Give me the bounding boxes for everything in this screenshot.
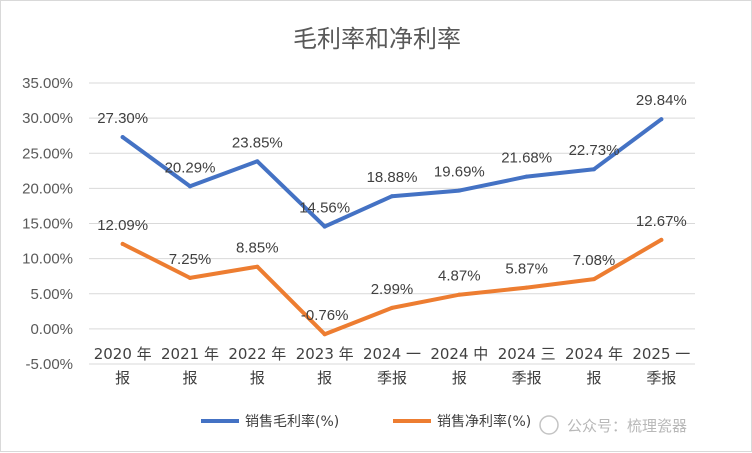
y-tick-label: 30.00% — [22, 110, 73, 127]
series-lines — [120, 117, 664, 337]
data-point — [255, 159, 260, 164]
x-tick-label: 报 — [586, 369, 601, 387]
x-tick-label: 季报 — [377, 369, 407, 387]
data-point — [524, 285, 529, 290]
data-label: 12.67% — [636, 213, 687, 230]
x-tick-label: 2021 年 — [161, 345, 219, 363]
x-tick-label: 2022 年 — [228, 345, 286, 363]
x-tick-label: 2023 年 — [296, 345, 354, 363]
data-label: 8.85% — [236, 240, 279, 257]
data-label: 18.88% — [367, 169, 418, 186]
x-tick-label: 2025 一 — [632, 345, 690, 363]
chart-title: 毛利率和净利率 — [293, 25, 461, 53]
y-tick-label: 10.00% — [22, 251, 73, 268]
y-tick-label: 25.00% — [22, 145, 73, 162]
data-labels: 27.30% 20.29% 23.85% 14.56% 18.88% 19.69% 21.6… — [97, 92, 687, 324]
data-label: 4.87% — [438, 268, 481, 285]
y-tick-label: 15.00% — [22, 216, 73, 233]
data-point — [255, 264, 260, 269]
data-label: 7.25% — [169, 251, 212, 268]
y-axis: 35.00% 30.00% 25.00% 20.00% 15.00% 10.00% 5.00… — [22, 75, 73, 373]
x-tick-label: 报 — [250, 369, 265, 387]
data-point — [322, 224, 327, 229]
data-point — [390, 305, 394, 310]
data-point — [188, 184, 192, 189]
data-label: 7.08% — [573, 252, 616, 269]
watermark-logo-icon — [539, 415, 559, 435]
data-label: 5.87% — [505, 261, 548, 278]
data-label: 27.30% — [97, 110, 148, 127]
legend-label: 销售净利率(%) — [437, 413, 531, 430]
data-label: 20.29% — [165, 159, 216, 176]
x-tick-label: 报 — [317, 369, 332, 387]
data-label: 14.56% — [299, 200, 350, 217]
data-point — [322, 332, 327, 337]
data-point — [592, 277, 596, 282]
x-tick-label: 报 — [452, 369, 467, 387]
x-tick-label: 2020 年 — [94, 345, 152, 363]
x-tick-label: 季报 — [646, 369, 676, 387]
data-point — [390, 194, 394, 199]
data-point — [457, 188, 462, 193]
x-tick-label: 报 — [182, 369, 197, 387]
data-label: 29.84% — [636, 92, 687, 109]
x-tick-label: 2024 中 — [430, 345, 488, 363]
data-label: 2.99% — [371, 281, 414, 298]
data-point — [659, 237, 664, 242]
y-tick-label: 5.00% — [30, 286, 73, 303]
y-tick-label: 35.00% — [22, 75, 73, 92]
data-label: 21.68% — [501, 150, 552, 167]
y-tick-label: -5.00% — [25, 356, 73, 373]
gridlines — [89, 82, 695, 365]
legend: 销售毛利率(%) 销售净利率(%) — [201, 413, 531, 430]
data-label: -0.76% — [301, 307, 349, 324]
x-tick-label: 2024 三 — [498, 345, 556, 363]
watermark-text: 公众号：梳理瓷器 — [567, 417, 687, 435]
y-tick-label: 20.00% — [22, 180, 73, 197]
watermark: 公众号：梳理瓷器 — [539, 415, 687, 435]
x-tick-label: 季报 — [512, 369, 542, 387]
y-tick-label: 0.00% — [30, 321, 73, 338]
x-tick-label: 2024 年 — [565, 345, 623, 363]
data-point — [524, 174, 529, 179]
data-label: 23.85% — [232, 134, 283, 151]
data-label: 12.09% — [97, 217, 148, 234]
data-label: 22.73% — [569, 142, 620, 159]
x-tick-label: 报 — [115, 369, 130, 387]
data-point — [659, 117, 664, 122]
x-tick-label: 2024 一 — [363, 345, 421, 363]
data-point — [120, 241, 125, 246]
data-point — [120, 135, 125, 140]
legend-label: 销售毛利率(%) — [245, 413, 339, 430]
data-point — [592, 167, 596, 172]
data-point — [188, 275, 192, 280]
data-label: 19.69% — [434, 164, 485, 181]
data-point — [457, 292, 462, 297]
